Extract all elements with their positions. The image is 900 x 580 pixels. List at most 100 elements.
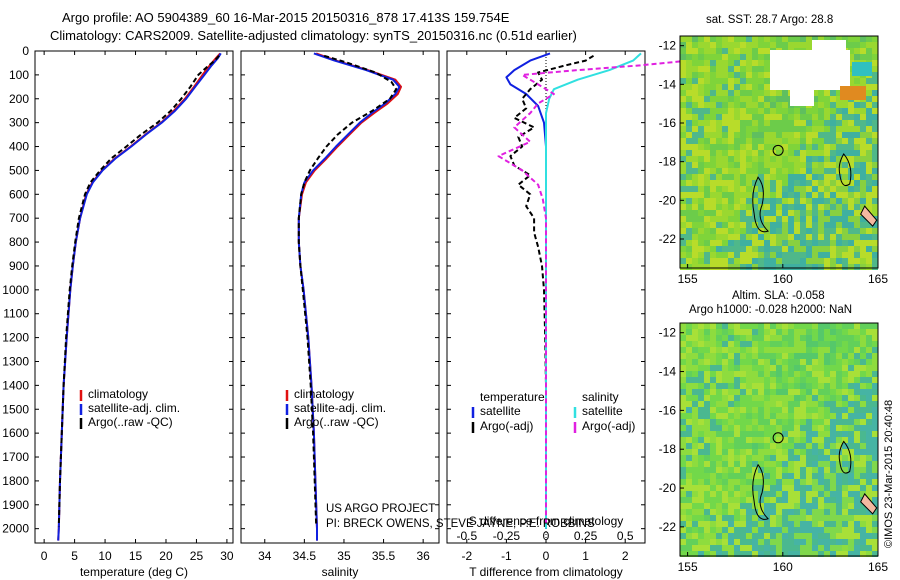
- map-cell: [680, 371, 686, 377]
- map-cell: [800, 341, 806, 347]
- map-cell: [860, 527, 866, 533]
- map-cell: [776, 473, 782, 479]
- map-cell: [788, 347, 794, 353]
- map-cell: [788, 192, 794, 198]
- map-cell: [800, 377, 806, 383]
- map-cell: [704, 545, 710, 551]
- map-cell: [692, 413, 698, 419]
- map-cell: [758, 120, 764, 126]
- map-cell: [686, 407, 692, 413]
- map-cell: [788, 437, 794, 443]
- map-cell: [794, 228, 800, 234]
- map-cell: [866, 84, 872, 90]
- map-cell: [692, 425, 698, 431]
- map-cell: [818, 186, 824, 192]
- map-cell: [824, 365, 830, 371]
- map-cell: [818, 365, 824, 371]
- map-cell: [704, 72, 710, 78]
- x-tick-label: 0: [543, 549, 550, 563]
- map-cell: [746, 210, 752, 216]
- map-cell: [728, 473, 734, 479]
- map-cell: [764, 120, 770, 126]
- map-cell: [710, 258, 716, 264]
- map-cell: [800, 258, 806, 264]
- map-cell: [776, 198, 782, 204]
- map-cell: [830, 455, 836, 461]
- map-cell: [830, 521, 836, 527]
- map-cell: [782, 180, 788, 186]
- map-cell: [788, 42, 794, 48]
- map-cell: [866, 455, 872, 461]
- map-cell: [806, 42, 812, 48]
- map-cell: [800, 347, 806, 353]
- map-cell: [836, 473, 842, 479]
- map-cell: [758, 246, 764, 252]
- map-cell: [698, 246, 704, 252]
- map-cell: [806, 36, 812, 42]
- map-cell: [728, 258, 734, 264]
- map-cell: [770, 168, 776, 174]
- map-lat-label: -20: [659, 481, 677, 495]
- map-cell: [728, 413, 734, 419]
- map-cell: [692, 264, 698, 270]
- map-cell: [710, 443, 716, 449]
- map-cell: [710, 78, 716, 84]
- map-cell: [776, 533, 782, 539]
- map-cell: [758, 521, 764, 527]
- map-cell: [722, 192, 728, 198]
- map-cell: [848, 329, 854, 335]
- map-cell: [776, 359, 782, 365]
- map-cell: [686, 228, 692, 234]
- map-lon-label: 160: [773, 560, 793, 574]
- map-cell: [764, 168, 770, 174]
- map-cell: [776, 329, 782, 335]
- map-cell: [746, 66, 752, 72]
- map-cell: [686, 186, 692, 192]
- map-cell: [854, 54, 860, 60]
- map-cell: [722, 90, 728, 96]
- map-cell: [746, 521, 752, 527]
- map-cell: [686, 198, 692, 204]
- map-cell: [842, 515, 848, 521]
- map-cell: [752, 461, 758, 467]
- map-cell: [734, 461, 740, 467]
- map-cell: [692, 353, 698, 359]
- map-cell: [854, 419, 860, 425]
- map-cell: [686, 144, 692, 150]
- map-cell: [710, 48, 716, 54]
- map-cell: [872, 264, 878, 270]
- map-cell: [740, 503, 746, 509]
- map-cell: [812, 365, 818, 371]
- map-cell: [818, 204, 824, 210]
- map-cell: [680, 132, 686, 138]
- map-cell: [740, 258, 746, 264]
- map-cell: [740, 234, 746, 240]
- map-cell: [764, 437, 770, 443]
- map-cell: [698, 222, 704, 228]
- map-cell: [872, 252, 878, 258]
- map-cell: [752, 497, 758, 503]
- map-cell: [788, 443, 794, 449]
- map-cell: [716, 347, 722, 353]
- map-cell: [860, 240, 866, 246]
- map-cell: [776, 96, 782, 102]
- map-cell: [788, 246, 794, 252]
- map-cell: [734, 198, 740, 204]
- map-cell: [746, 455, 752, 461]
- map-cell: [830, 491, 836, 497]
- map-cell: [812, 389, 818, 395]
- map-cell: [824, 156, 830, 162]
- map-cell: [746, 341, 752, 347]
- map-cell: [830, 186, 836, 192]
- map-cell: [692, 84, 698, 90]
- map-cell: [824, 551, 830, 557]
- map-cell: [806, 132, 812, 138]
- map-cell: [824, 192, 830, 198]
- map-cell: [872, 449, 878, 455]
- map-cell: [734, 66, 740, 72]
- map-cell: [740, 114, 746, 120]
- map-cell: [866, 90, 872, 96]
- map-cell: [692, 323, 698, 329]
- map-cell: [842, 389, 848, 395]
- map-cell: [830, 551, 836, 557]
